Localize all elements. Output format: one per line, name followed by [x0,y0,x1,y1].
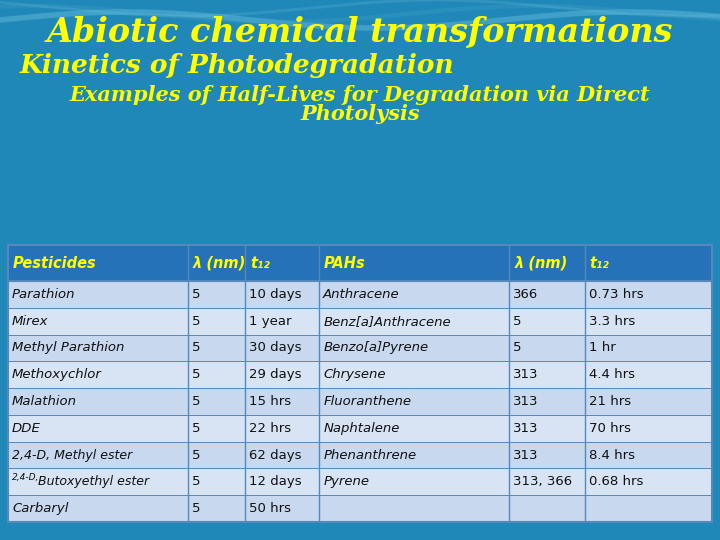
Text: Benzo[a]Pyrene: Benzo[a]Pyrene [323,341,428,354]
Text: 1 year: 1 year [249,315,292,328]
Text: 5: 5 [192,502,200,515]
Text: 5: 5 [192,475,200,488]
Bar [8,468,712,495]
Text: 10 days: 10 days [249,288,302,301]
Text: 5: 5 [192,449,200,462]
Text: 70 hrs: 70 hrs [588,422,631,435]
Text: 8.4 hrs: 8.4 hrs [588,449,634,462]
Text: 5: 5 [192,395,200,408]
Text: 29 days: 29 days [249,368,302,381]
Text: PAHs: PAHs [324,255,366,271]
Text: Parathion: Parathion [12,288,76,301]
Bar [8,361,712,388]
Bar [8,415,712,442]
Text: 313: 313 [513,449,539,462]
Bar [8,495,712,522]
Text: Carbaryl: Carbaryl [12,502,68,515]
Text: Fluoranthene: Fluoranthene [323,395,411,408]
Text: 21 hrs: 21 hrs [588,395,631,408]
Text: 313: 313 [513,368,539,381]
Bar [8,245,712,281]
Bar [8,442,712,468]
Text: 22 hrs: 22 hrs [249,422,292,435]
Text: Anthracene: Anthracene [323,288,400,301]
Text: λ (nm): λ (nm) [514,255,567,271]
Text: Benz[a]Anthracene: Benz[a]Anthracene [323,315,451,328]
Text: 30 days: 30 days [249,341,302,354]
Text: 62 days: 62 days [249,449,302,462]
Text: DDE: DDE [12,422,41,435]
Text: 313: 313 [513,422,539,435]
Text: 2,4-D, Methyl ester: 2,4-D, Methyl ester [12,449,132,462]
Text: Butoxyethyl ester: Butoxyethyl ester [34,475,149,488]
Text: Abiotic chemical transformations: Abiotic chemical transformations [47,16,673,49]
Text: 5: 5 [192,422,200,435]
Text: 3.3 hrs: 3.3 hrs [588,315,635,328]
Text: 15 hrs: 15 hrs [249,395,292,408]
Text: Examples of Half-Lives for Degradation via Direct: Examples of Half-Lives for Degradation v… [70,85,650,105]
Text: Kinetics of Photodegradation: Kinetics of Photodegradation [20,53,454,78]
Text: Photolysis: Photolysis [300,104,420,124]
Text: 4.4 hrs: 4.4 hrs [588,368,634,381]
Text: 2,4-D,: 2,4-D, [12,474,40,482]
Text: Mirex: Mirex [12,315,48,328]
Text: Malathion: Malathion [12,395,77,408]
Text: 0.68 hrs: 0.68 hrs [588,475,643,488]
Text: Chrysene: Chrysene [323,368,386,381]
Text: Naphtalene: Naphtalene [323,422,400,435]
Text: 50 hrs: 50 hrs [249,502,292,515]
Text: Methyl Parathion: Methyl Parathion [12,341,125,354]
Text: 366: 366 [513,288,539,301]
Bar [8,281,712,308]
Text: 12 days: 12 days [249,475,302,488]
Text: Phenanthrene: Phenanthrene [323,449,416,462]
Text: λ (nm): λ (nm) [192,255,246,271]
Bar [8,245,712,522]
Text: 0.73 hrs: 0.73 hrs [588,288,643,301]
Text: 1 hr: 1 hr [588,341,616,354]
Text: 313, 366: 313, 366 [513,475,572,488]
Bar [8,335,712,361]
Text: 5: 5 [192,315,200,328]
Text: 5: 5 [192,288,200,301]
Text: 5: 5 [513,341,522,354]
Text: Pesticides: Pesticides [13,255,96,271]
Bar [8,388,712,415]
Text: Pyrene: Pyrene [323,475,369,488]
Text: t₁₂: t₁₂ [251,255,270,271]
Text: 5: 5 [192,368,200,381]
Text: 313: 313 [513,395,539,408]
Bar [8,308,712,335]
Text: t₁₂: t₁₂ [590,255,609,271]
Text: 5: 5 [192,341,200,354]
Text: Methoxychlor: Methoxychlor [12,368,102,381]
Text: 5: 5 [513,315,522,328]
